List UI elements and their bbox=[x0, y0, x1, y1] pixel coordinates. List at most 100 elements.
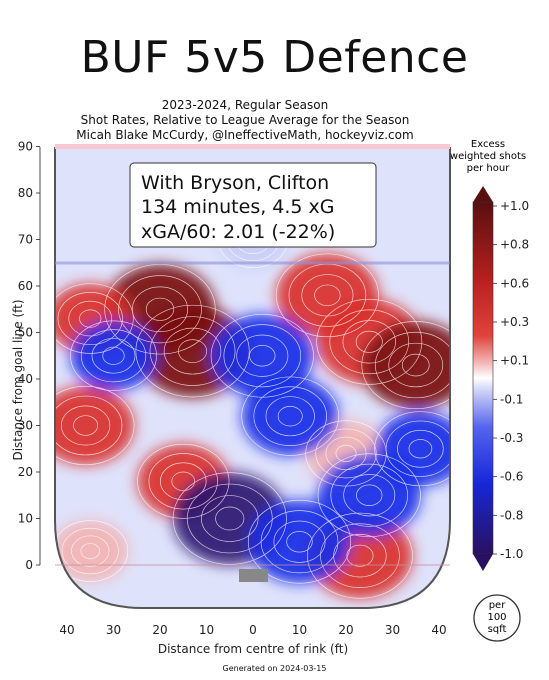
heat-contour bbox=[215, 506, 245, 531]
heat-contour bbox=[320, 523, 400, 588]
heat-contour bbox=[137, 443, 230, 519]
y-tick-label: 10 bbox=[18, 512, 33, 526]
colorbar-tick-label: -0.6 bbox=[500, 470, 523, 484]
heat-contour bbox=[355, 330, 383, 353]
heat-hotspot-blue bbox=[70, 320, 157, 391]
colorbar-tick-label: -0.1 bbox=[500, 392, 523, 406]
heat-contour bbox=[55, 385, 135, 466]
colorbar-gradient bbox=[472, 201, 494, 555]
heat-hotspot-blue bbox=[241, 376, 339, 456]
x-tick-label: 30 bbox=[106, 623, 121, 637]
x-tick-label: 10 bbox=[292, 623, 307, 637]
heat-contour bbox=[247, 499, 352, 584]
subtitle-line: 2023-2024, Regular Season bbox=[161, 98, 329, 112]
heat-contour bbox=[55, 283, 134, 354]
heat-contour bbox=[325, 436, 367, 471]
colorbar-tick-label: -0.3 bbox=[500, 431, 523, 445]
heat-contour bbox=[186, 483, 273, 554]
heat-contour bbox=[163, 327, 222, 375]
heat-contour bbox=[253, 386, 327, 447]
heat-contour bbox=[314, 284, 341, 307]
heat-contour bbox=[408, 439, 433, 459]
heat-contour bbox=[317, 453, 421, 538]
y-tick-label: 0 bbox=[25, 558, 33, 572]
heat-contour bbox=[178, 339, 208, 363]
annotation-line-3: xGA/60: 2.01 (-22%) bbox=[141, 221, 335, 243]
heat-contour bbox=[356, 484, 383, 506]
heat-hotspot-blue bbox=[211, 314, 314, 398]
y-tick-label: 70 bbox=[18, 233, 33, 247]
colorbar-tick-label: -1.0 bbox=[500, 547, 523, 561]
chart-title: BUF 5v5 Defence bbox=[80, 32, 469, 83]
heat-contour bbox=[329, 309, 410, 375]
heat-contour bbox=[260, 510, 339, 574]
heat-contour bbox=[273, 520, 326, 563]
blue-line bbox=[55, 144, 450, 149]
heat-contour bbox=[277, 406, 303, 427]
heat-contour bbox=[160, 462, 207, 501]
unit-line: 100 bbox=[487, 612, 506, 623]
colorbar-tick-label: +0.6 bbox=[500, 276, 529, 290]
heat-contour bbox=[236, 334, 289, 377]
heat-contour bbox=[346, 544, 374, 567]
y-tick-label: 90 bbox=[18, 140, 33, 154]
heat-contour bbox=[343, 474, 396, 517]
heat-contour bbox=[335, 444, 357, 462]
colorbar-bottom-arrow bbox=[473, 554, 493, 571]
heat-contour bbox=[265, 396, 315, 437]
colorbar-title-line: per hour bbox=[467, 163, 511, 174]
y-tick-label: 30 bbox=[18, 419, 33, 433]
heat-contour bbox=[374, 411, 450, 487]
heat-contour bbox=[145, 297, 175, 321]
annotation-line-1: With Bryson, Clifton bbox=[141, 172, 329, 194]
heat-contour bbox=[102, 346, 125, 365]
colorbar-title-line: weighted shots bbox=[450, 151, 526, 162]
heat-contour bbox=[55, 520, 129, 582]
rink-boards bbox=[54, 147, 451, 609]
heat-contour bbox=[70, 320, 157, 391]
subtitle-line: Micah Blake McCurdy, @IneffectiveMath, h… bbox=[76, 128, 414, 142]
heat-contour bbox=[80, 329, 147, 383]
heat-contour bbox=[374, 331, 450, 399]
heat-contour bbox=[60, 405, 111, 446]
heatmap-surface bbox=[55, 147, 450, 608]
heat-contour bbox=[79, 309, 102, 328]
heat-contour bbox=[316, 298, 423, 385]
colorbar-title-line: Excess bbox=[471, 139, 505, 150]
heat-contour bbox=[330, 463, 409, 527]
y-axis-label: Distance from goal line (ft) bbox=[11, 299, 25, 460]
colorbar: Excess weighted shots per hour +1.0 +0.8 +… bbox=[450, 139, 529, 642]
annotation-line-2: 134 minutes, 4.5 xG bbox=[141, 196, 335, 218]
subtitle-line: Shot Rates, Relative to League Average f… bbox=[80, 113, 410, 127]
heat-contour bbox=[55, 395, 123, 456]
annotation-box: With Bryson, Clifton 134 minutes, 4.5 xG… bbox=[129, 162, 377, 248]
heat-contour bbox=[249, 345, 276, 367]
x-tick-label: 20 bbox=[152, 623, 167, 637]
heat-contour bbox=[80, 543, 100, 560]
colorbar-tick-label: +0.3 bbox=[500, 315, 529, 329]
unit-line: per bbox=[489, 600, 507, 611]
heat-contour bbox=[172, 472, 287, 565]
y-tick-label: 20 bbox=[18, 465, 33, 479]
heat-contour bbox=[68, 300, 113, 337]
colorbar-tick-label: +0.1 bbox=[500, 354, 529, 368]
heat-hotspot-red bbox=[55, 386, 135, 465]
heat-hotspot-blue bbox=[248, 500, 351, 584]
heat-contour bbox=[61, 527, 119, 575]
heat-contour bbox=[91, 337, 136, 374]
heat-contour bbox=[385, 420, 450, 477]
heat-contour bbox=[201, 495, 259, 542]
x-tick-label: 40 bbox=[59, 623, 74, 637]
heat-contour bbox=[342, 320, 396, 364]
colorbar-tick-label: +1.0 bbox=[500, 199, 529, 213]
colorbar-tick-label: +0.8 bbox=[500, 238, 529, 252]
heat-hotspot-red bbox=[55, 520, 128, 582]
heat-contour bbox=[118, 275, 202, 344]
heat-hotspot-red bbox=[361, 321, 450, 409]
y-tick-label: 40 bbox=[18, 372, 33, 386]
heat-contour bbox=[149, 316, 236, 386]
net bbox=[239, 569, 268, 582]
y-tick-label: 50 bbox=[18, 326, 33, 340]
y-tick-label: 60 bbox=[18, 279, 33, 293]
